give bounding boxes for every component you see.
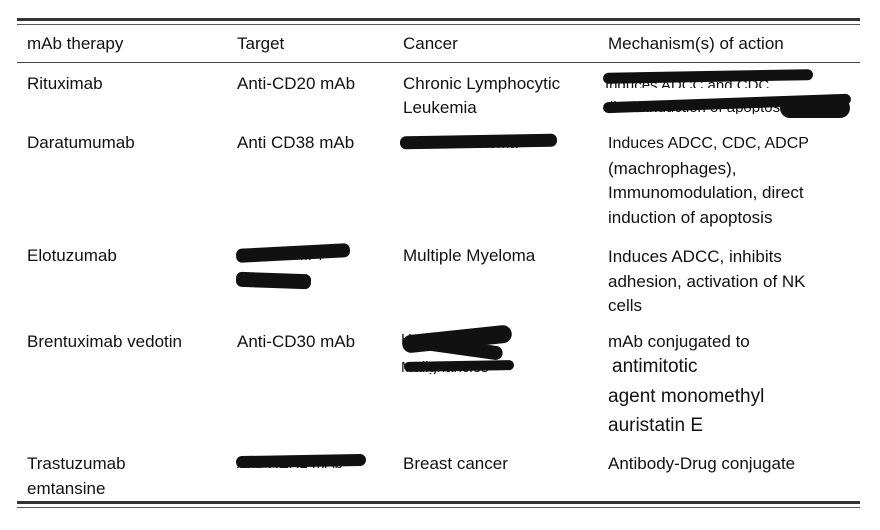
cell-mechanism: antimitotic xyxy=(612,356,698,377)
cell-mechanism: Immunomodulation, direct xyxy=(608,183,804,202)
cell-therapy: Daratumumab xyxy=(27,133,135,152)
header-target: Target xyxy=(237,34,285,53)
header-therapy: mAb therapy xyxy=(27,34,124,53)
table-bottom-rule xyxy=(17,501,860,504)
cell-therapy: Rituximab xyxy=(27,74,103,93)
cell-mechanism: Induces ADCC, CDC, ADCP xyxy=(608,135,809,152)
cell-cancer: Chronic Lymphocytic xyxy=(403,74,561,93)
cell-mechanism: adhesion, activation of NK xyxy=(608,272,806,291)
cell-therapy: Brentuximab vedotin xyxy=(27,332,182,351)
cell-mechanism: (machrophages), xyxy=(608,159,737,178)
cell-mechanism: mAb conjugated to xyxy=(608,332,750,351)
redaction-mark xyxy=(399,133,558,150)
cell-cancer: Breast cancer xyxy=(403,454,508,473)
cell-target: Anti-CD20 mAb xyxy=(237,74,356,93)
redaction-mark xyxy=(403,360,515,372)
cell-mechanism: Induces ADCC and CDC, xyxy=(605,77,774,88)
cell-mechanism: agent monomethyl xyxy=(608,386,765,407)
cell-cancer: Leukemia xyxy=(403,98,477,117)
cell-therapy: emtansine xyxy=(27,479,106,498)
redaction-mark xyxy=(780,98,850,118)
cell-mechanism: induction of apoptosis xyxy=(608,208,773,227)
header-mechanism: Mechanism(s) of action xyxy=(608,34,784,53)
cell-cancer: Multiple Myeloma xyxy=(403,246,536,265)
redaction-mark xyxy=(235,453,367,469)
header-cancer: Cancer xyxy=(403,34,458,53)
cell-therapy: Elotuzumab xyxy=(27,246,117,265)
table-header-rule xyxy=(17,62,860,63)
redaction-mark xyxy=(235,271,312,290)
cell-therapy: Trastuzumab xyxy=(27,454,126,473)
table-bottom-rule-thin xyxy=(17,507,860,508)
cell-mechanism: auristatin E xyxy=(608,415,704,436)
table-top-rule xyxy=(17,18,860,21)
cell-mechanism: Antibody-Drug conjugate xyxy=(608,454,796,473)
cell-mechanism: Induces ADCC, inhibits xyxy=(608,247,782,266)
cell-target: Anti-CD30 mAb xyxy=(237,332,356,351)
cell-target: Anti CD38 mAb xyxy=(237,133,355,152)
cell-mechanism: cells xyxy=(608,296,643,315)
table-top-rule-thin xyxy=(17,24,860,25)
